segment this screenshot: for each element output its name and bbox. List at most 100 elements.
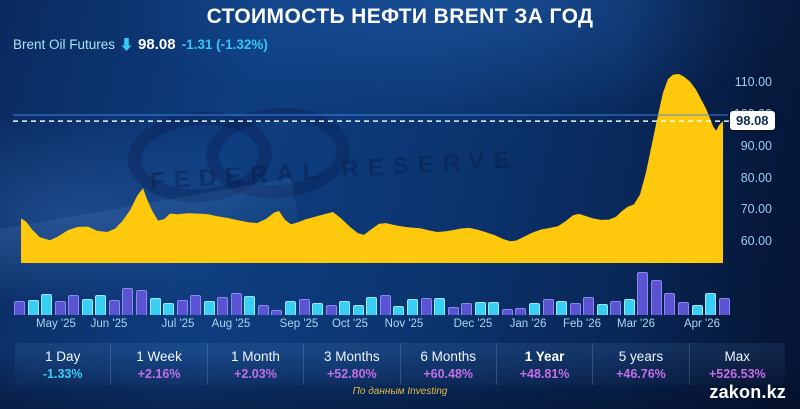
volume-bar — [393, 306, 405, 315]
background-banknote-ring — [125, 107, 275, 207]
y-axis-label: 70.00 — [740, 202, 772, 217]
volume-bar — [596, 304, 608, 315]
x-axis-label: Jan '26 — [509, 318, 547, 330]
volume-bar — [108, 300, 120, 315]
volume-bar — [623, 299, 635, 315]
period-change: +52.80% — [326, 367, 377, 381]
volume-bar — [434, 298, 446, 315]
period-label: Max — [724, 349, 751, 364]
volume-bar — [41, 294, 53, 315]
zakon-kz-logo: zakon.kz — [709, 382, 786, 402]
volume-bar — [447, 307, 459, 315]
ticker-symbol: Brent Oil Futures — [13, 37, 116, 52]
period-label: 1 Month — [231, 349, 280, 364]
period-1-year[interactable]: 1 Year +48.81% — [495, 343, 592, 385]
volume-bar — [379, 295, 391, 315]
volume-bar — [230, 293, 242, 315]
volume-bar — [203, 301, 215, 315]
volume-bar — [528, 303, 540, 315]
period-change: +48.81% — [519, 367, 570, 381]
period-1-month[interactable]: 1 Month +2.03% — [206, 343, 303, 385]
x-axis-label: Jul '25 — [161, 318, 195, 330]
y-axis-label: 80.00 — [740, 170, 772, 185]
volume-bar — [54, 301, 66, 315]
period-6-months[interactable]: 6 Months +60.48% — [399, 343, 496, 385]
volume-bar — [352, 305, 364, 315]
x-axis-label: Mar '26 — [617, 318, 655, 330]
volume-bar — [420, 298, 432, 315]
ticker-change: -1.31 (-1.32%) — [181, 37, 268, 52]
period-3-months[interactable]: 3 Months +52.80% — [303, 343, 399, 385]
volume-bar — [68, 295, 80, 315]
period-max[interactable]: Max +526.53% — [688, 343, 785, 385]
period-change: -1.33% — [42, 367, 83, 381]
ticker-price: 98.08 — [138, 36, 176, 53]
background-banknote-text: FEDERAL RESERVE — [149, 145, 520, 196]
period-label: 1 Day — [45, 349, 81, 364]
volume-bar — [190, 295, 202, 315]
x-axis-label: May '25 — [36, 318, 76, 330]
period-1-day[interactable]: 1 Day -1.33% — [15, 343, 110, 385]
period-label: 3 Months — [324, 349, 380, 364]
volume-bar — [718, 298, 730, 315]
volume-bar — [461, 303, 473, 315]
volume-bar — [176, 300, 188, 315]
volume-bar — [325, 305, 337, 315]
volume-bar — [488, 302, 500, 315]
volume-bar — [637, 272, 649, 315]
volume-bar — [257, 305, 269, 315]
x-axis-label: Nov '25 — [384, 318, 424, 330]
x-axis-label: Dec '25 — [453, 318, 493, 330]
period-selector: 1 Day -1.33% 1 Week +2.16% 1 Month +2.03% 3 Mo… — [15, 343, 785, 385]
volume-bar — [271, 310, 283, 315]
volume-bar — [583, 297, 595, 315]
price-area — [21, 74, 723, 263]
volume-bar — [298, 299, 310, 315]
period-label: 1 Year — [524, 349, 565, 364]
y-axis-label: 60.00 — [740, 234, 772, 249]
ticker: Brent Oil Futures 98.08 -1.31 (-1.32%) — [13, 36, 268, 53]
period-change: +46.76% — [616, 367, 666, 381]
volume-bar — [135, 290, 147, 315]
volume-bar — [569, 303, 581, 315]
y-axis-label: 110.00 — [734, 75, 772, 90]
current-price-tag: 98.08 — [730, 111, 775, 130]
volume-bar — [122, 288, 134, 315]
background-streak — [0, 177, 304, 307]
period-1-week[interactable]: 1 Week +2.16% — [110, 343, 206, 385]
volume-bar — [27, 300, 39, 315]
y-axis-label: 90.00 — [740, 138, 772, 153]
down-arrow-icon — [121, 38, 132, 51]
x-axis-label: Feb '26 — [563, 318, 601, 330]
volume-bar — [14, 301, 25, 315]
x-axis-label: Jun '25 — [90, 318, 128, 330]
volume-bar — [664, 293, 676, 315]
volume-bar — [149, 298, 161, 315]
data-source-credit: По данным Investing — [352, 386, 448, 397]
x-axis-label: Sep '25 — [279, 318, 319, 330]
volume-bar — [339, 301, 351, 315]
period-5-years[interactable]: 5 years +46.76% — [592, 343, 688, 385]
period-label: 6 Months — [420, 349, 476, 364]
volume-bar — [244, 296, 256, 315]
volume-bar — [610, 301, 622, 315]
volume-bar — [217, 297, 229, 315]
x-axis-label: Oct '25 — [331, 318, 369, 330]
volume-bar — [366, 297, 378, 315]
background-banknote-ring — [203, 103, 353, 203]
volume-bar — [407, 299, 418, 315]
volume-bar — [515, 308, 527, 315]
volume-bar — [542, 299, 554, 315]
volume-bar — [650, 280, 662, 315]
volume-bar — [691, 305, 703, 315]
volume-bar — [285, 301, 296, 315]
period-label: 1 Week — [136, 349, 182, 364]
volume-bar — [163, 303, 175, 315]
x-axis-label: Apr '26 — [683, 318, 721, 330]
period-change: +526.53% — [708, 367, 766, 381]
period-change: +2.03% — [234, 367, 277, 381]
period-change: +2.16% — [137, 367, 181, 381]
volume-bar — [705, 293, 717, 315]
x-axis-label: Aug '25 — [211, 318, 251, 330]
